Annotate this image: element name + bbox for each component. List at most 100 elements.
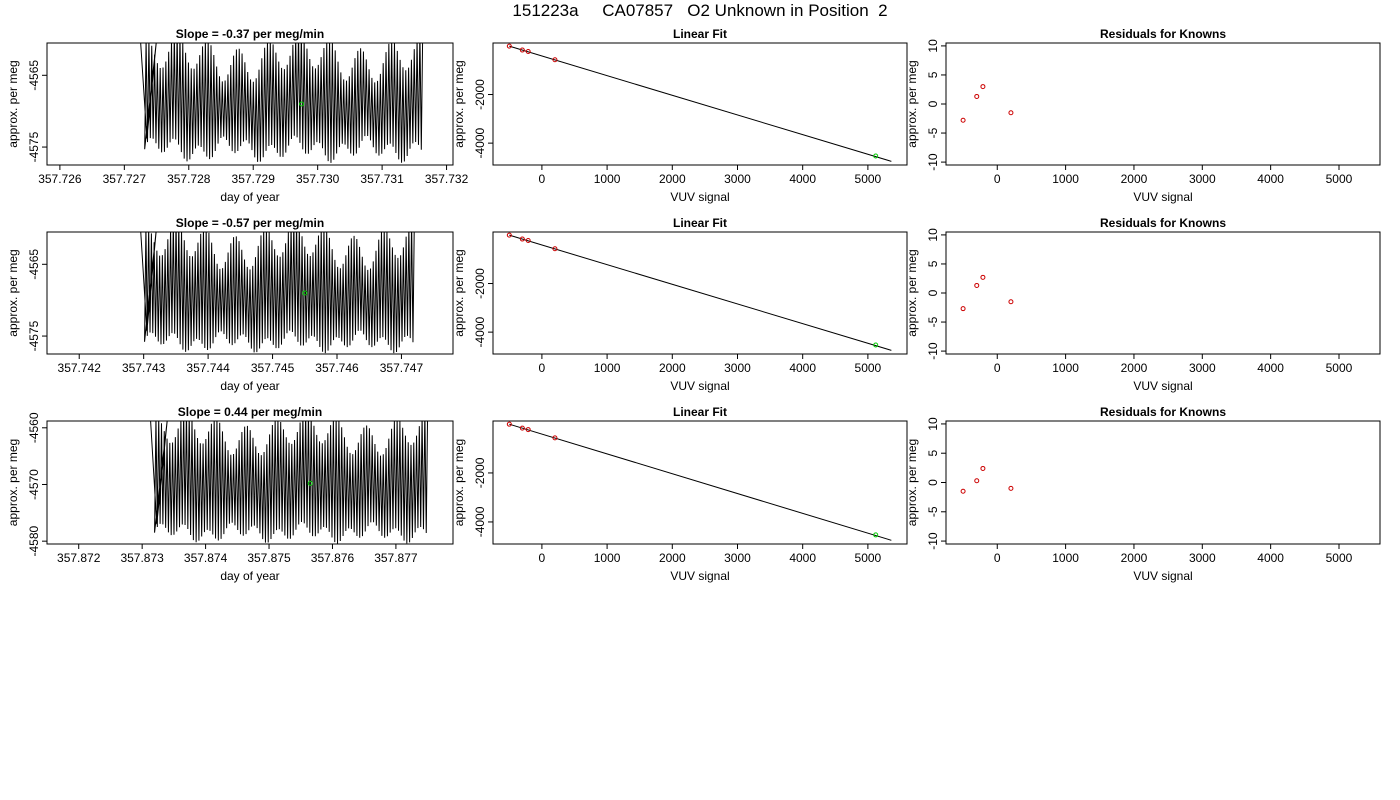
unknown-point	[302, 290, 308, 296]
y-tick-label: -4570	[27, 469, 41, 500]
y-axis-label: approx. per meg	[6, 439, 20, 526]
x-tick-label: 357.742	[58, 361, 102, 375]
y-axis-label: approx. per meg	[6, 249, 20, 336]
y-axis-label: approx. per meg	[452, 439, 466, 526]
x-tick-label: 357.877	[374, 551, 418, 565]
x-tick-label: 4000	[1257, 361, 1284, 375]
data-trace	[140, 232, 415, 354]
y-axis-label: approx. per meg	[6, 60, 20, 147]
y-tick-label: -2000	[473, 268, 487, 299]
x-tick-label: 4000	[789, 551, 816, 565]
unknown-point	[299, 101, 305, 107]
y-tick-label: 10	[926, 39, 940, 53]
unknown-point	[873, 532, 879, 538]
residual-point	[1008, 485, 1014, 491]
x-tick-label: 5000	[855, 551, 882, 565]
x-tick-label: 3000	[724, 361, 751, 375]
residual-point	[974, 93, 980, 99]
x-axis-label: day of year	[220, 379, 279, 393]
unknown-point	[873, 153, 879, 159]
x-tick-label: 1000	[594, 551, 621, 565]
x-tick-label: 5000	[855, 172, 882, 186]
panel-2-2: 0 1000 2000 3000 4000 5000 -2000 -4000 Linear Fi…	[452, 216, 908, 393]
x-tick-label: 2000	[1121, 361, 1148, 375]
residual-point	[974, 282, 980, 288]
x-tick-label: 0	[539, 361, 546, 375]
x-tick-label: 0	[994, 551, 1001, 565]
fit-line	[509, 45, 892, 162]
y-tick-label: -4580	[27, 525, 41, 556]
y-tick-label: -4000	[473, 127, 487, 158]
residual-point	[974, 478, 980, 484]
y-tick-label: 0	[926, 100, 940, 107]
panel-1-1: 357.726 357.727 357.728 357.729 357.730 357.7…	[6, 27, 469, 204]
y-tick-label: -4565	[27, 249, 41, 280]
y-tick-label: -4575	[27, 320, 41, 351]
chart-title: Residuals for Knowns	[1100, 405, 1226, 419]
plot-frame	[492, 42, 908, 166]
known-point	[519, 425, 525, 431]
x-axis-label: VUV signal	[1133, 379, 1192, 393]
x-tick-label: 0	[994, 172, 1001, 186]
x-tick-label: 4000	[1257, 551, 1284, 565]
known-point	[552, 435, 558, 441]
plot-area	[960, 274, 1014, 312]
data-trace	[140, 43, 424, 163]
plot-area	[960, 465, 1014, 494]
x-tick-label: 3000	[1189, 361, 1216, 375]
x-tick-label: 357.743	[122, 361, 166, 375]
x-tick-label: 2000	[659, 361, 686, 375]
y-tick-label: -4000	[473, 316, 487, 347]
residual-point	[1008, 299, 1014, 305]
y-axis-label: approx. per meg	[905, 249, 919, 336]
y-tick-label: 5	[926, 260, 940, 267]
known-point	[525, 49, 531, 55]
fit-line	[509, 234, 892, 351]
y-tick-label: -10	[926, 532, 940, 550]
x-tick-label: 357.732	[425, 172, 469, 186]
x-tick-label: 1000	[1052, 361, 1079, 375]
x-axis-label: VUV signal	[670, 190, 729, 204]
x-tick-label: 3000	[1189, 172, 1216, 186]
known-point	[552, 57, 558, 63]
y-tick-label: 10	[926, 417, 940, 431]
chart-title: Residuals for Knowns	[1100, 27, 1226, 41]
residual-point	[960, 488, 966, 494]
x-tick-label: 5000	[1326, 551, 1353, 565]
chart-title: Residuals for Knowns	[1100, 216, 1226, 230]
known-point	[506, 232, 512, 238]
unknown-point	[307, 480, 313, 486]
plot-frame	[492, 420, 908, 545]
y-tick-label: -4565	[27, 60, 41, 91]
panel-3-2: 0 1000 2000 3000 4000 5000 -2000 -4000 Linear Fi…	[452, 405, 908, 583]
x-tick-label: 1000	[1052, 551, 1079, 565]
x-tick-label: 357.730	[296, 172, 340, 186]
x-axis-label: VUV signal	[670, 379, 729, 393]
x-tick-label: 357.729	[232, 172, 276, 186]
x-tick-label: 357.745	[251, 361, 295, 375]
known-point	[506, 421, 512, 427]
unknown-point	[873, 342, 879, 348]
known-point	[525, 238, 531, 244]
x-tick-label: 2000	[1121, 172, 1148, 186]
plot-frame	[945, 42, 1381, 166]
y-tick-label: -10	[926, 342, 940, 360]
x-tick-label: 357.744	[186, 361, 230, 375]
y-tick-label: -5	[926, 506, 940, 517]
residual-point	[1008, 110, 1014, 116]
plot-frame	[46, 231, 454, 355]
y-tick-label: 0	[926, 289, 940, 296]
plot-frame	[46, 42, 454, 166]
y-axis-label: approx. per meg	[452, 60, 466, 147]
residual-point	[980, 84, 986, 90]
residual-point	[980, 465, 986, 471]
panel-2-3: 0 1000 2000 3000 4000 5000 10 5 0 -5 -10 Residuals …	[905, 216, 1381, 393]
x-tick-label: 1000	[594, 361, 621, 375]
residual-point	[980, 274, 986, 280]
plot-area	[960, 84, 1014, 123]
x-tick-label: 357.728	[167, 172, 211, 186]
panel-1-2: 0 1000 2000 3000 4000 5000 -2000 -4000 Linear Fi…	[452, 27, 908, 204]
known-point	[519, 236, 525, 242]
x-tick-label: 1000	[1052, 172, 1079, 186]
